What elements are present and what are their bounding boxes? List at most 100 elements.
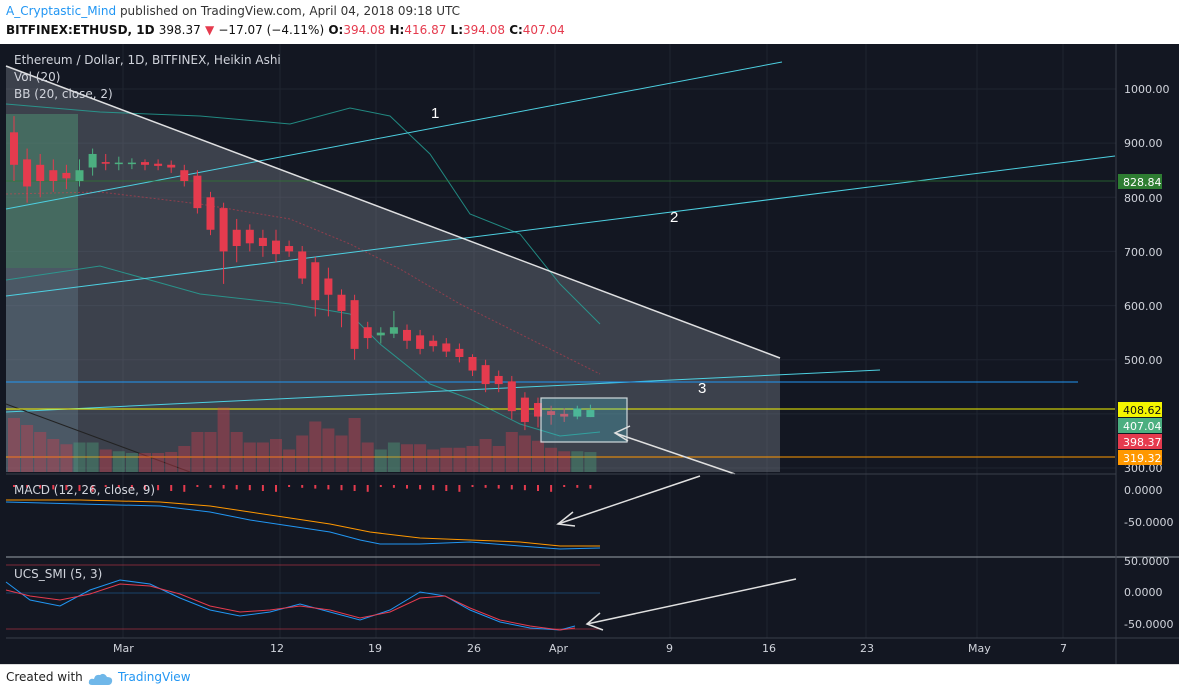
price-tick: 900.00 bbox=[1124, 137, 1163, 150]
candle-body bbox=[154, 163, 163, 166]
macd-histogram-bar bbox=[406, 485, 408, 489]
main-legend: Ethereum / Dollar, 1D, BITFINEX, Heikin … bbox=[14, 53, 281, 67]
macd-histogram-bar bbox=[275, 485, 277, 492]
price-tick: 1000.00 bbox=[1124, 83, 1170, 96]
badge-407: 407.04 bbox=[1123, 420, 1162, 433]
time-tick: 7 bbox=[1060, 642, 1067, 655]
macd-histogram-bar bbox=[497, 485, 500, 489]
macd-histogram-bar bbox=[209, 485, 212, 488]
macd-histogram-bar bbox=[78, 485, 81, 491]
price-axis[interactable]: 1000.00 900.00 800.00 700.00 600.00 500.… bbox=[1124, 83, 1170, 475]
arrow-to-box bbox=[613, 425, 736, 475]
macd-signal bbox=[6, 499, 600, 547]
smi-tick: 0.0000 bbox=[1124, 586, 1163, 599]
price-tick: 700.00 bbox=[1124, 246, 1163, 259]
time-tick: 26 bbox=[467, 642, 481, 655]
candle-body bbox=[416, 335, 425, 349]
volume-bar bbox=[518, 435, 531, 472]
candle-body bbox=[10, 132, 18, 165]
price-tick: 600.00 bbox=[1124, 300, 1163, 313]
volume-bar bbox=[571, 451, 584, 472]
candle-body bbox=[507, 381, 516, 412]
volume-bar bbox=[532, 440, 544, 472]
volume-bar bbox=[178, 446, 191, 472]
time-tick: Apr bbox=[549, 642, 569, 655]
time-tick: May bbox=[968, 642, 991, 655]
macd-histogram-bar bbox=[130, 485, 133, 489]
chart-canvas[interactable]: 1 2 3 Ethereum / Dollar, 1 bbox=[0, 44, 1179, 664]
arrow-to-smi bbox=[585, 578, 797, 631]
macd-histogram-bar bbox=[196, 485, 199, 487]
candle-body bbox=[442, 343, 451, 352]
candle-body bbox=[520, 397, 529, 422]
time-tick: 19 bbox=[368, 642, 382, 655]
candle-body bbox=[573, 408, 582, 417]
candle-body bbox=[75, 170, 84, 182]
macd-histogram-bar bbox=[39, 485, 42, 489]
volume-bar bbox=[230, 432, 243, 472]
macd-histogram-bar bbox=[222, 485, 225, 489]
volume-bar bbox=[584, 452, 597, 472]
volume-bar bbox=[243, 442, 256, 472]
macd-histogram-bar bbox=[550, 485, 553, 492]
time-axis[interactable]: Mar 12 19 26 Apr 9 16 23 May 7 bbox=[113, 642, 1067, 655]
candle-body bbox=[127, 162, 136, 165]
volume-bar bbox=[60, 444, 73, 472]
vol-legend: Vol (20) bbox=[14, 70, 60, 84]
candle-body bbox=[560, 413, 569, 417]
trend-line-2 bbox=[5, 155, 1116, 297]
volume-bar bbox=[8, 418, 20, 472]
volume-bar bbox=[387, 442, 400, 472]
candle-body bbox=[324, 278, 333, 295]
macd-histogram-bar bbox=[340, 485, 343, 491]
candle-body bbox=[363, 327, 372, 339]
footer: Created with TradingView bbox=[0, 664, 1179, 694]
price-tick: 500.00 bbox=[1124, 354, 1163, 367]
volume-bar bbox=[440, 447, 453, 472]
candle-body bbox=[586, 410, 595, 418]
candle-body bbox=[141, 162, 149, 165]
macd-histogram-bar bbox=[26, 485, 29, 488]
candle-body bbox=[272, 240, 280, 255]
author-link[interactable]: A_Cryptastic_Mind bbox=[6, 4, 117, 18]
macd-histogram-bar bbox=[576, 485, 579, 488]
macd-histogram-bar bbox=[170, 485, 173, 491]
volume-bar bbox=[47, 439, 60, 472]
badge-408-bg bbox=[1118, 402, 1162, 417]
symbol-line: BITFINEX:ETHUSD, 1D 398.37 ▼ −17.07 (−4.… bbox=[6, 23, 565, 37]
annotation-1: 1 bbox=[431, 105, 439, 122]
macd-histogram-bar bbox=[458, 485, 461, 492]
macd-histogram-bar bbox=[445, 485, 448, 491]
candle-body bbox=[311, 262, 320, 301]
tradingview-link[interactable]: TradingView bbox=[118, 670, 191, 684]
lower-black-line bbox=[5, 403, 191, 473]
volume-bar bbox=[86, 442, 99, 472]
chart-svg[interactable]: 1 2 3 Ethereum / Dollar, 1 bbox=[0, 44, 1179, 664]
candle-body bbox=[258, 237, 267, 247]
macd-histogram-bar bbox=[510, 485, 513, 490]
volume-bar bbox=[256, 442, 269, 472]
time-tick: 23 bbox=[860, 642, 874, 655]
macd-histogram-bar bbox=[288, 485, 291, 487]
volume-bar bbox=[374, 449, 387, 472]
annotation-2: 2 bbox=[670, 209, 678, 226]
volume-bar bbox=[492, 446, 505, 472]
macd-histogram-bar bbox=[235, 485, 238, 490]
down-arrow-icon: ▼ bbox=[204, 23, 215, 37]
candle-body bbox=[36, 164, 45, 182]
volume-bar bbox=[112, 451, 125, 472]
high-label: H: bbox=[389, 23, 405, 37]
candles bbox=[10, 116, 595, 431]
macd-histogram bbox=[13, 485, 592, 492]
volume-bar bbox=[21, 425, 34, 472]
macd-histogram-bar bbox=[563, 485, 566, 487]
low-label: L: bbox=[450, 23, 463, 37]
created-with: Created with bbox=[6, 670, 83, 684]
annotation-3: 3 bbox=[698, 380, 706, 397]
macd-histogram-bar bbox=[117, 485, 120, 488]
candle-body bbox=[455, 348, 464, 358]
macd-histogram-bar bbox=[537, 485, 539, 491]
badge-319: 319.32 bbox=[1123, 452, 1162, 465]
badge-319-bg bbox=[1118, 450, 1162, 465]
candle-body bbox=[547, 411, 556, 415]
